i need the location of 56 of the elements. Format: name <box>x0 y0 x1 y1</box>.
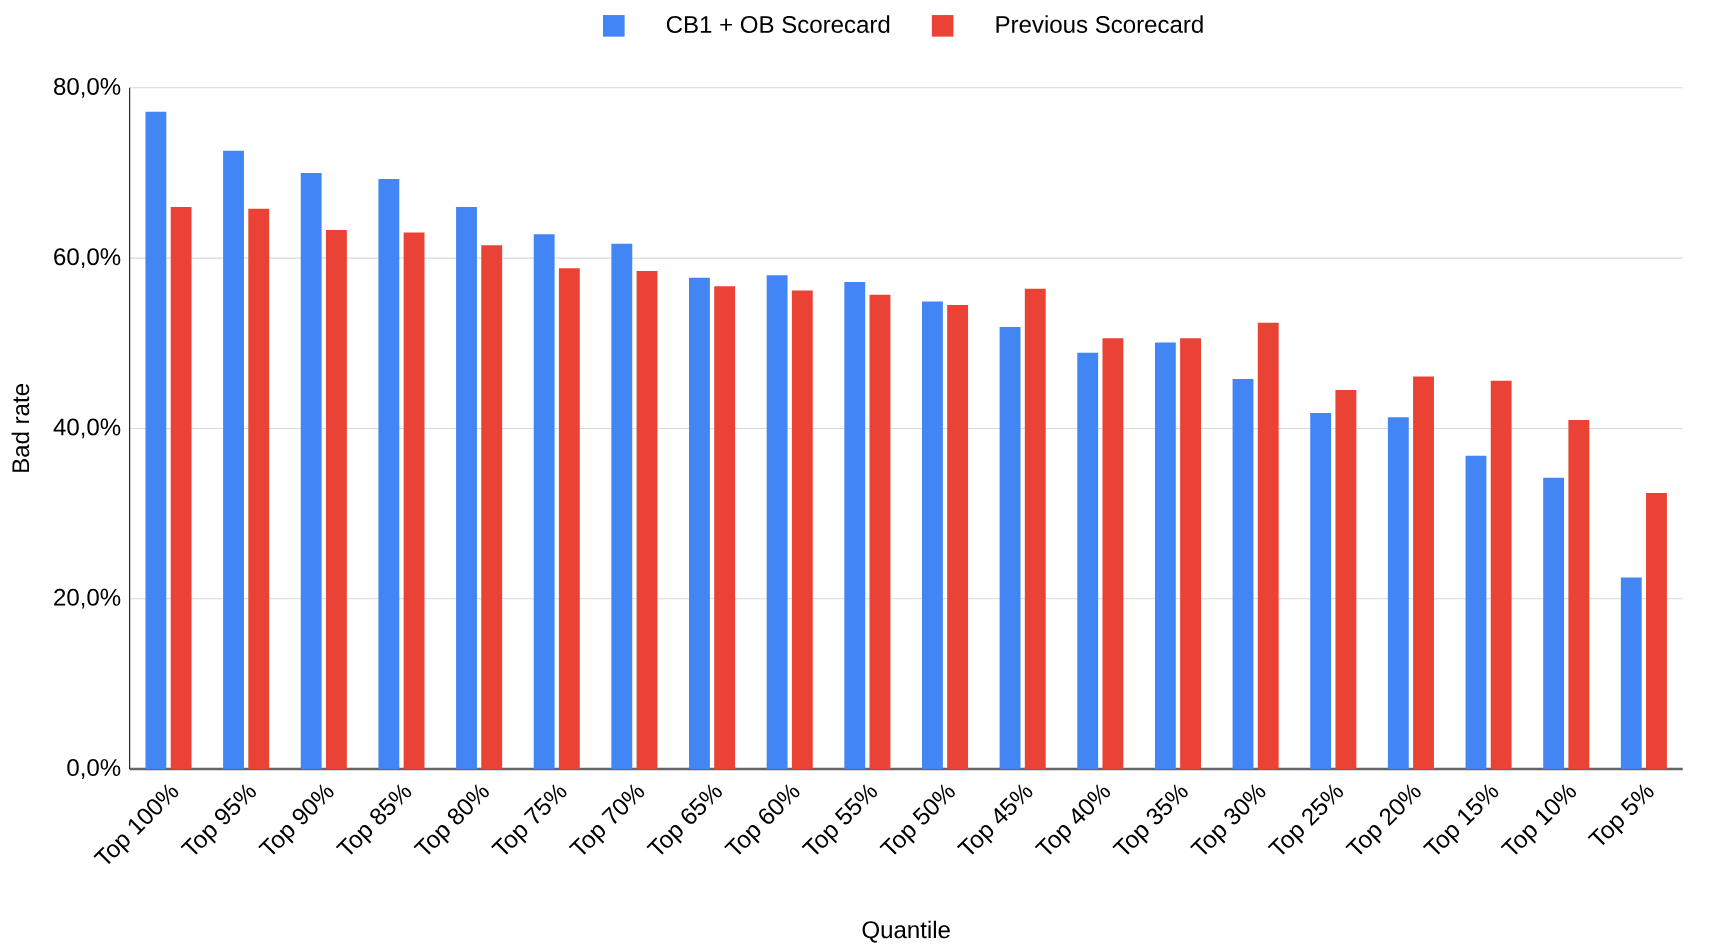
bar <box>1568 419 1590 769</box>
x-tick-label: Top 60% <box>724 784 800 855</box>
bar <box>1232 379 1254 769</box>
bar <box>636 270 658 769</box>
x-tick-label: Top 75% <box>491 784 567 855</box>
bar <box>1180 338 1202 769</box>
bar <box>533 234 555 769</box>
bar <box>1387 417 1409 769</box>
bar <box>1465 455 1487 769</box>
y-tick-label: 60,0% <box>54 248 121 269</box>
y-tick-label: 0,0% <box>67 759 121 779</box>
x-tick-label: Top 40% <box>1034 784 1111 855</box>
x-axis-title: Quantile <box>862 920 950 943</box>
bar <box>481 245 503 769</box>
bar <box>325 230 347 769</box>
bar <box>170 207 192 769</box>
bar <box>611 243 633 769</box>
x-tick-label: Top 45% <box>957 784 1033 855</box>
bar <box>766 275 788 769</box>
bar <box>1620 577 1642 769</box>
bar <box>1257 322 1279 769</box>
y-tick-label: 80,0% <box>54 77 121 98</box>
x-tick-label: Top 65% <box>646 784 722 855</box>
y-tick-label: 20,0% <box>54 588 121 609</box>
bar <box>223 150 244 769</box>
y-axis-title: Bad rate <box>11 384 30 472</box>
bar <box>1490 380 1512 769</box>
bar <box>869 294 891 769</box>
bar <box>1646 493 1667 769</box>
bar <box>947 304 969 769</box>
bar <box>558 268 580 769</box>
bar <box>248 208 270 769</box>
bar <box>1543 477 1565 769</box>
bar <box>921 301 943 769</box>
bar <box>145 111 167 769</box>
x-tick-label: Top 5% <box>1587 784 1654 846</box>
legend-label: CB1 + OB Scorecard <box>666 15 890 34</box>
bar <box>456 207 477 769</box>
bar <box>714 286 736 769</box>
bar <box>378 179 400 769</box>
bar <box>791 290 813 769</box>
bar <box>1413 376 1434 769</box>
bar <box>1102 338 1124 769</box>
bar <box>1024 288 1046 769</box>
y-tick-label: 40,0% <box>53 418 121 439</box>
bar <box>1154 342 1176 769</box>
x-tick-label: Top 70% <box>568 784 645 855</box>
bar <box>403 232 425 769</box>
bar <box>1335 390 1357 769</box>
bar <box>300 173 322 769</box>
bar <box>689 277 710 769</box>
bar <box>999 327 1021 769</box>
legend-label: Previous Scorecard <box>996 15 1203 34</box>
bar <box>1310 413 1332 769</box>
bar <box>844 282 866 769</box>
bar <box>1077 352 1099 769</box>
